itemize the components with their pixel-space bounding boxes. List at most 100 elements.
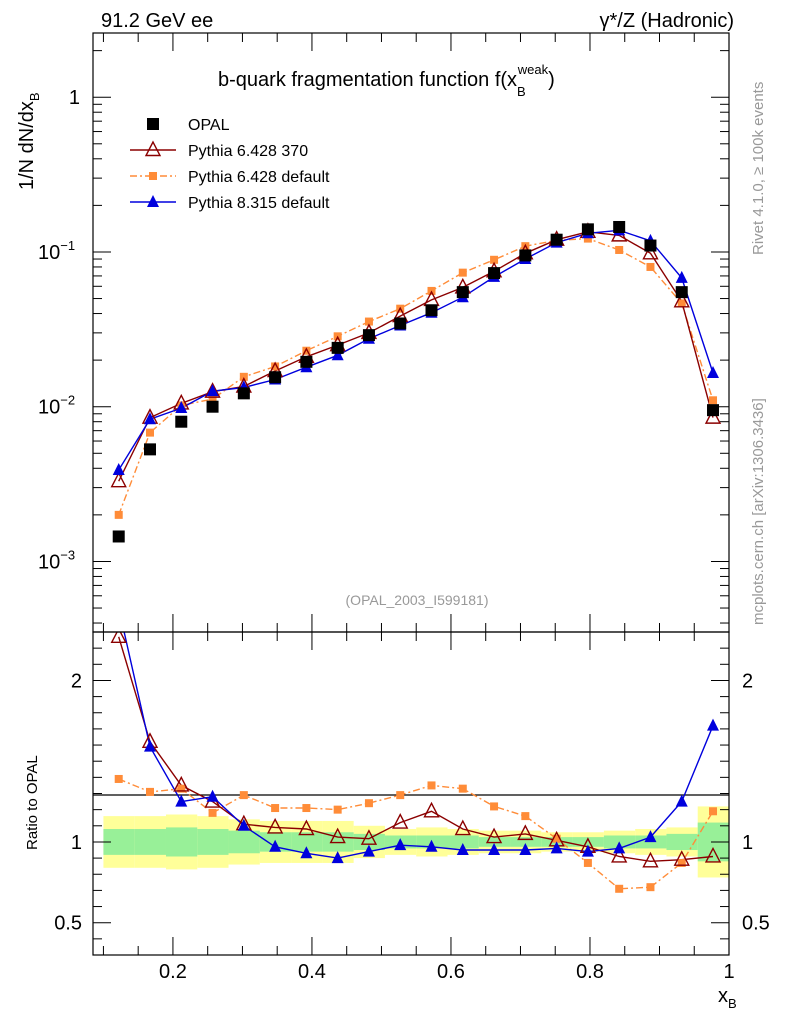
main-opal-point xyxy=(206,400,219,413)
ratio-band-inner xyxy=(291,832,323,852)
main-series-layer xyxy=(110,220,722,543)
ratio-band-inner xyxy=(447,835,479,849)
main-py6_default-point xyxy=(302,346,311,355)
ratio-py6_370-line xyxy=(118,636,714,863)
legend-opal-marker xyxy=(147,118,159,130)
ratio-band-inner xyxy=(197,829,229,855)
ratio-y-tick-label-right: 0.5 xyxy=(742,913,770,935)
header-energy: 91.2 GeV ee xyxy=(101,10,213,32)
main-opal-point xyxy=(550,233,563,246)
main-py6_default-point xyxy=(709,396,718,405)
ratio-py6_default-point xyxy=(364,799,373,808)
ratio-py6_default-point xyxy=(615,884,624,893)
main-py6_default-point xyxy=(646,262,655,271)
ratio-py6_default-point xyxy=(145,787,154,796)
ratio-py6_default-point xyxy=(646,883,655,892)
ratio-panel: 0.5 0.5 1 1 2 2 0.2 0.4 0.6 0.8 1 Ratio to OPAL x… xyxy=(24,601,770,1011)
main-y-axis-label: 1/N dN/dxB xyxy=(16,92,42,190)
ratio-x-tick-label: 1 xyxy=(723,961,734,983)
main-py8-point xyxy=(707,366,720,379)
ratio-py8-point xyxy=(644,830,657,843)
ratio-x-tick-label: 0.2 xyxy=(159,961,187,983)
main-py6_default-point xyxy=(490,255,499,264)
ratio-py8-point xyxy=(707,718,720,731)
legend-item-py6_default: Pythia 6.428 default xyxy=(130,169,330,186)
ratio-y-tick-label-right: 2 xyxy=(742,670,753,692)
ratio-py6_370-point xyxy=(423,801,440,818)
ratio-py8-point xyxy=(175,794,188,807)
ratio-py8-point xyxy=(113,601,125,613)
main-opal-point xyxy=(707,404,720,417)
ratio-py6_370-point xyxy=(704,846,722,863)
ratio-y-tick-label: 2 xyxy=(71,670,82,692)
main-py6_370-point xyxy=(704,408,722,424)
main-py6_370-point xyxy=(204,382,221,398)
ratio-py6_370-point xyxy=(173,775,190,792)
ratio-x-tick-label: 0.8 xyxy=(576,961,604,983)
ratio-py6_default-point xyxy=(583,858,592,867)
legend-py6_370-marker xyxy=(144,140,162,157)
ratio-py6_default-line xyxy=(118,778,714,890)
ratio-py6_370-point xyxy=(329,827,346,844)
legend-py6_default-label: Pythia 6.428 default xyxy=(188,169,330,186)
main-py6_default-point xyxy=(364,317,373,326)
ratio-band-inner xyxy=(666,833,698,851)
ratio-py6_default-point xyxy=(271,804,280,813)
main-opal-point xyxy=(425,304,438,317)
main-py6_default-point xyxy=(583,234,592,243)
ratio-py8-point xyxy=(206,789,219,802)
main-py8-point xyxy=(675,270,688,283)
ratio-x-tick-label: 0.4 xyxy=(298,961,326,983)
main-opal-point xyxy=(300,355,313,368)
main-py6_default-line xyxy=(118,237,714,516)
ratio-py6_default-point xyxy=(427,781,436,790)
main-py8-point xyxy=(175,401,188,414)
ratio-x-axis-label: xB xyxy=(718,985,737,1011)
ratio-band-inner xyxy=(134,829,166,855)
ratio-py8-point xyxy=(675,794,688,807)
ratio-py8-point xyxy=(394,838,407,851)
ratio-py6_370-point xyxy=(454,819,471,836)
ratio-x-axis-label-sub: B xyxy=(728,996,737,1011)
main-y-tick-label: 10−1 xyxy=(38,238,75,264)
ratio-py8-point xyxy=(300,846,313,859)
legend-py8-label: Pythia 8.315 default xyxy=(188,195,330,212)
ratio-py6_370-point xyxy=(517,824,534,841)
header-process: γ*/Z (Hadronic) xyxy=(600,10,734,32)
ratio-py6_default-point xyxy=(208,808,217,817)
legend: OPAL Pythia 6.428 370 Pythia 6.428 default… xyxy=(130,117,330,212)
ratio-py8-point xyxy=(550,841,563,854)
main-py6_default-point xyxy=(114,510,123,519)
ratio-py6_370-point xyxy=(485,827,503,844)
ratio-x-tick-label: 0.6 xyxy=(437,961,465,983)
main-opal-point xyxy=(644,239,657,252)
ratio-py6_default-point xyxy=(302,804,311,813)
main-py6_default-point xyxy=(208,395,217,404)
ratio-py6_370-point xyxy=(392,813,409,829)
main-py8-point xyxy=(112,462,125,475)
main-py8-point xyxy=(331,348,344,361)
main-opal-point xyxy=(175,415,188,428)
ratio-x-ticks: 0.2 0.4 0.6 0.8 1 xyxy=(102,632,735,983)
legend-item-py8: Pythia 8.315 default xyxy=(130,195,330,212)
main-py6_default-point xyxy=(677,299,686,308)
ratio-band-inner xyxy=(165,827,198,857)
main-py6_default-point xyxy=(271,362,280,371)
main-opal-point xyxy=(269,371,282,384)
ratio-py6_default-point xyxy=(458,784,467,793)
legend-item-py6_370: Pythia 6.428 370 xyxy=(130,140,308,160)
main-opal-point xyxy=(488,267,501,280)
ratio-py6_370-point xyxy=(611,846,628,863)
main-py8-point xyxy=(206,384,219,397)
main-panel: b-quark fragmentation function f(xBweak)… xyxy=(16,32,730,633)
ratio-py6_370-point xyxy=(110,632,127,644)
ratio-py6_default-point xyxy=(490,802,499,811)
mcplots-reference-text: mcplots.cern.ch [arXiv:1306.3436] xyxy=(750,398,767,625)
main-y-tick-label: 10−3 xyxy=(38,547,75,573)
ratio-py8-point xyxy=(488,843,501,856)
ratio-band-inner xyxy=(510,837,542,847)
main-py6_370-point xyxy=(673,291,690,308)
legend-py6_370-label: Pythia 6.428 370 xyxy=(188,143,308,160)
ratio-y-tick-label: 0.5 xyxy=(54,913,82,935)
ratio-py6_default-point xyxy=(677,858,686,867)
